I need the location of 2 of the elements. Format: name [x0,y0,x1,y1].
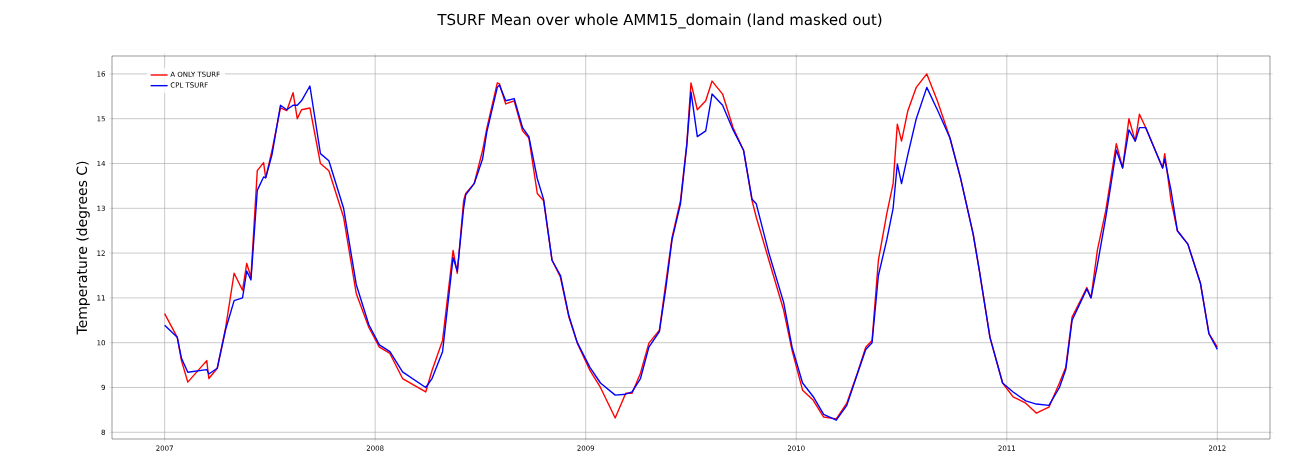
y-axis-title: Temperature (degrees C) [76,161,90,335]
chart-title: TSURF Mean over whole AMM15_domain (land masked out) [437,13,882,29]
